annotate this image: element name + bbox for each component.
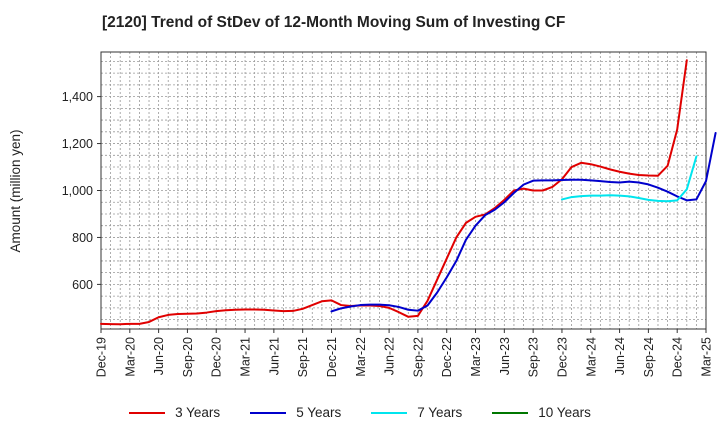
x-tick-label: Mar-23 <box>469 337 483 377</box>
legend-swatch-10-years <box>492 411 529 414</box>
y-tick-label: 600 <box>72 278 93 292</box>
legend-label-7-years: 7 Years <box>417 405 463 420</box>
plot-area-border <box>100 51 707 330</box>
x-tick-label: Dec-19 <box>95 337 109 377</box>
legend-swatch-5-years <box>250 411 287 414</box>
x-tick-label: Jun-21 <box>267 337 281 375</box>
x-tick-label: Sep-20 <box>181 337 195 377</box>
series-line-5-years <box>330 131 717 313</box>
series-lines <box>100 59 717 326</box>
legend-swatch-3-years <box>129 411 166 414</box>
y-axis-label: Amount (million yen) <box>8 129 23 252</box>
x-tick-label: Sep-22 <box>411 337 425 377</box>
legend-label-10-years: 10 Years <box>538 405 591 420</box>
x-tick-label: Mar-20 <box>123 337 137 377</box>
x-tick-label: Jun-24 <box>613 337 627 375</box>
x-tick-label: Dec-20 <box>210 337 224 377</box>
x-tick-label: Dec-21 <box>325 337 339 377</box>
chart-title: [2120] Trend of StDev of 12-Month Moving… <box>102 14 566 31</box>
x-tick-label: Dec-23 <box>555 337 569 377</box>
x-tick-label: Jun-22 <box>383 337 397 375</box>
y-tick-label: 800 <box>72 231 93 245</box>
legend-item-5-years: 5 Years <box>250 405 341 420</box>
x-tick-label: Mar-21 <box>239 337 253 377</box>
x-tick-label: Mar-24 <box>584 337 598 377</box>
legend-item-3-years: 3 Years <box>129 405 220 420</box>
x-tick-label: Jun-20 <box>152 337 166 375</box>
x-tick-label: Dec-22 <box>440 337 454 377</box>
x-tick-label: Sep-21 <box>296 337 310 377</box>
x-tick-label: Dec-24 <box>671 337 685 377</box>
y-axis-ticks: 600 800 1,000 1,200 1,400 <box>62 90 101 292</box>
legend-label-3-years: 3 Years <box>175 405 221 420</box>
y-tick-label: 1,000 <box>62 184 93 198</box>
x-tick-label: Mar-25 <box>700 337 714 377</box>
legend-label-5-years: 5 Years <box>296 405 342 420</box>
series-line-3-years <box>100 59 688 326</box>
y-tick-label: 1,200 <box>62 137 93 151</box>
legend-swatch-7-years <box>371 411 408 414</box>
x-tick-label: Sep-24 <box>642 337 656 377</box>
legend: 3 Years 5 Years 7 Years 10 Years <box>0 405 720 420</box>
series-line-7-years <box>560 155 698 203</box>
x-tick-label: Jun-23 <box>498 337 512 375</box>
x-tick-label: Sep-23 <box>527 337 541 377</box>
grid-lines <box>100 52 707 329</box>
y-tick-label: 1,400 <box>62 90 93 104</box>
legend-item-7-years: 7 Years <box>371 405 462 420</box>
legend-item-10-years: 10 Years <box>492 405 591 420</box>
x-axis-ticks: Dec-19 Mar-20 Jun-20 Sep-20 Dec-20 Mar-21 Jun-… <box>95 329 714 377</box>
x-tick-label: Mar-22 <box>354 337 368 377</box>
